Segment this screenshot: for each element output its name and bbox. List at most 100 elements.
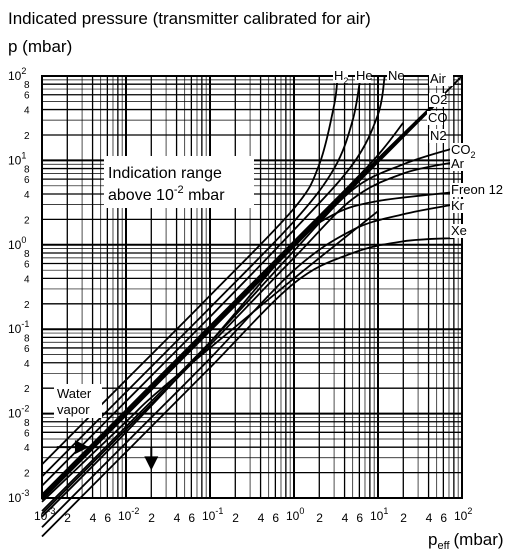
series-label-co: CO xyxy=(428,110,448,125)
x-axis-label: peff (mbar) xyxy=(428,530,504,552)
series-label-bg xyxy=(427,111,443,125)
curve-air xyxy=(41,75,463,499)
y-tick-base: 10 xyxy=(8,407,22,421)
series-label-main: O2 xyxy=(430,92,447,107)
y-tick-base: 10 xyxy=(8,322,22,336)
x-axis-label-sub: eff xyxy=(437,540,450,552)
water-vapor-label-1: Water xyxy=(57,386,92,401)
series-label-ne: Ne xyxy=(388,68,405,83)
grid xyxy=(41,75,463,499)
x-tick-label: 10-2 xyxy=(118,506,139,523)
series-label-main: He xyxy=(356,68,373,83)
x-tick-exp: -2 xyxy=(131,506,139,516)
series-label-kr: Kr xyxy=(451,198,465,213)
series-label-ar: Ar xyxy=(451,156,465,171)
curve-he xyxy=(41,75,362,478)
y-minor-tick-label: 8 xyxy=(24,249,30,260)
series-label-bg xyxy=(355,69,371,83)
y-minor-tick-label: 2 xyxy=(24,131,30,142)
series-label-main: Air xyxy=(430,71,447,86)
series-label-main: H xyxy=(334,68,343,83)
annotation-line-2: above 10-2 mbar xyxy=(108,184,225,204)
curve-o2 xyxy=(41,95,445,501)
y-tick-exp: 2 xyxy=(21,66,26,76)
series-label-xe: Xe xyxy=(451,223,467,238)
x-minor-tick-label: 6 xyxy=(440,511,447,525)
series-label-main: CO xyxy=(428,110,448,125)
annotation-box xyxy=(104,156,254,208)
x-minor-tick-label: 4 xyxy=(174,511,181,525)
x-minor-tick-label: 2 xyxy=(400,511,407,525)
y-tick-exp: -3 xyxy=(21,488,29,498)
y-minor-tick-label: 8 xyxy=(24,333,30,344)
x-minor-tick-label: 2 xyxy=(232,511,239,525)
curve-co2 xyxy=(41,147,455,512)
y-tick-label: 10-2 xyxy=(8,404,29,421)
y-minor-tick-label: 6 xyxy=(24,344,30,355)
y-minor-tick-label: 6 xyxy=(24,260,30,271)
series-label-n2: N2 xyxy=(430,128,447,143)
annotation-exp: -2 xyxy=(174,184,184,196)
annotation-suffix: mbar xyxy=(184,187,226,204)
curve-xe xyxy=(41,237,454,538)
plot-frame xyxy=(41,75,463,499)
x-minor-tick-label: 6 xyxy=(356,511,363,525)
series-label-bg xyxy=(450,143,473,157)
annotation-prefix: above 10 xyxy=(108,187,174,204)
series-label-bg xyxy=(450,157,466,171)
y-tick-exp: -2 xyxy=(21,404,29,414)
x-tick-base: 10 xyxy=(118,509,132,523)
y-tick-base: 10 xyxy=(8,153,22,167)
arrows xyxy=(56,440,159,471)
series-label-sub: 2 xyxy=(471,150,476,160)
y-minor-tick-label: 4 xyxy=(24,443,30,454)
x-minor-tick-label: 6 xyxy=(104,511,111,525)
series-label-o2: O2 xyxy=(430,92,447,107)
y-minor-tick-label: 4 xyxy=(24,190,30,201)
x-tick-exp: -3 xyxy=(47,506,55,516)
x-tick-exp: 0 xyxy=(299,506,304,516)
y-tick-base: 10 xyxy=(8,491,22,505)
y-tick-exp: 1 xyxy=(21,150,26,160)
curve-freon-12 xyxy=(41,191,455,518)
y-minor-tick-label: 6 xyxy=(24,91,30,102)
y-minor-tick-label: 6 xyxy=(24,428,30,439)
y-minor-tick-label: 8 xyxy=(24,80,30,91)
y-tick-base: 10 xyxy=(8,238,22,252)
curve-h2 xyxy=(41,75,339,466)
x-tick-exp: 1 xyxy=(383,506,388,516)
y-minor-tick-label: 6 xyxy=(24,175,30,186)
series-label-main: N2 xyxy=(430,128,447,143)
y-minor-tick-label: 2 xyxy=(24,300,30,311)
x-minor-tick-label: 4 xyxy=(258,511,265,525)
series-label-bg xyxy=(450,199,466,213)
series-label-h2: H2 xyxy=(334,68,348,86)
water-vapor-label-2: vapor xyxy=(57,402,90,417)
x-minor-tick-label: 2 xyxy=(64,511,71,525)
series-label-air: Air xyxy=(430,71,447,86)
series-label-bg xyxy=(450,224,466,238)
curve-ne xyxy=(41,75,386,487)
x-tick-base: 10 xyxy=(202,509,216,523)
x-axis-label-unit: (mbar) xyxy=(454,530,504,549)
x-tick-base: 10 xyxy=(454,509,468,523)
x-minor-tick-label: 2 xyxy=(148,511,155,525)
y-tick-label: 10-3 xyxy=(8,488,29,505)
series-label-main: Freon 12 xyxy=(451,182,503,197)
y-tick-exp: 0 xyxy=(21,235,26,245)
y-minor-tick-label: 8 xyxy=(24,165,30,176)
x-tick-label: 10-1 xyxy=(202,506,223,523)
y-minor-tick-label: 2 xyxy=(24,384,30,395)
arrow-down-head xyxy=(144,456,159,471)
x-tick-exp: -1 xyxy=(215,506,223,516)
x-tick-label: 101 xyxy=(370,506,388,523)
series-label-bg xyxy=(450,183,514,197)
y-minor-tick-label: 2 xyxy=(24,469,30,480)
curve-kr xyxy=(41,203,455,528)
series-label-sub: 2 xyxy=(343,76,348,86)
x-tick-base: 10 xyxy=(370,509,384,523)
series-label-freon-12: Freon 12 xyxy=(451,182,503,197)
